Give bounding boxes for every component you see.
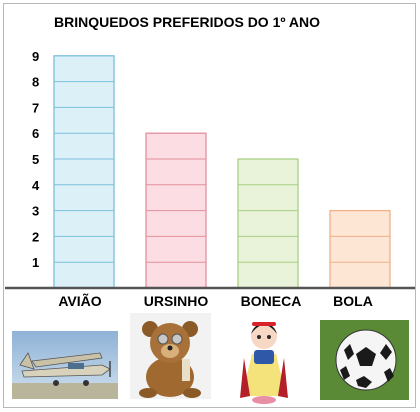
y-tick-label: 5 [32, 152, 39, 167]
y-tick-label: 6 [32, 126, 39, 141]
x-axis-labels: AVIÃO URSINHO BONECA BOLA [58, 292, 372, 309]
bar-4 [329, 209, 391, 289]
chart-title: BRINQUEDOS PREFERIDOS DO 1º ANO [54, 14, 320, 30]
y-tick-label: 8 [32, 75, 39, 90]
soccer-ball-photo [320, 320, 409, 400]
bar-1 [53, 55, 115, 289]
bars-group [53, 55, 391, 289]
bar-rect-4 [329, 209, 391, 289]
bar-3 [237, 158, 299, 289]
bar-2 [145, 132, 207, 289]
airplane-photo [12, 331, 118, 399]
y-tick-label: 3 [32, 204, 39, 219]
y-tick-label: 7 [32, 100, 39, 115]
bar-rect-3 [237, 158, 299, 289]
bar-rect-1 [53, 55, 115, 289]
y-axis: 1 2 3 4 5 6 7 8 9 [32, 49, 40, 270]
teddy-bear-photo [130, 313, 211, 399]
x-category-label: BOLA [333, 293, 373, 309]
doll-photo [230, 312, 298, 407]
y-tick-label: 9 [32, 49, 39, 64]
x-category-label: BONECA [241, 293, 302, 309]
y-tick-label: 2 [32, 229, 39, 244]
x-category-label: URSINHO [144, 293, 209, 309]
x-category-label: AVIÃO [58, 292, 101, 309]
y-tick-label: 4 [32, 178, 40, 193]
y-tick-label: 1 [32, 255, 39, 270]
